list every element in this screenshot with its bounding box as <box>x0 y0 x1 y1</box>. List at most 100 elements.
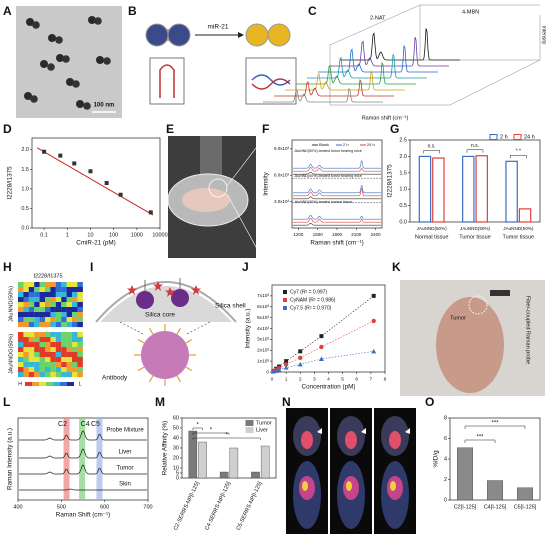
spectrum <box>318 45 438 73</box>
heatmap-cell <box>72 297 78 303</box>
heatmap-cell <box>55 372 62 378</box>
data-point <box>298 355 303 361</box>
heatmap-cell <box>34 307 40 313</box>
antibody <box>185 338 193 344</box>
y-axis-label: Intensity <box>541 26 546 45</box>
heatmap-cell <box>39 287 46 293</box>
heatmap-cell <box>34 357 40 363</box>
y-axis-label: I2228/I1375 <box>387 164 394 198</box>
heatmap-cell <box>45 342 51 348</box>
duplex <box>251 74 291 86</box>
heatmap-cell <box>28 282 35 288</box>
mouse <box>182 188 230 212</box>
heatmap-cell <box>18 307 24 313</box>
trend-line <box>273 351 374 372</box>
heatmap-cell <box>34 347 40 353</box>
data-point <box>283 362 289 367</box>
peak-label: 4-MBN <box>462 9 479 15</box>
heatmap-cell <box>23 337 29 343</box>
spectrum <box>285 70 405 91</box>
plot-frame <box>31 137 161 229</box>
x-tick-label: 5 <box>341 376 344 382</box>
data-point <box>88 169 93 174</box>
annotation: *** <box>491 421 499 427</box>
heatmap-cell <box>55 287 62 293</box>
heatmap-cell <box>55 367 62 373</box>
y-tick-label: 1.5 <box>21 167 29 173</box>
data-point <box>371 293 376 298</box>
heatmap-cell <box>39 292 46 298</box>
heatmap-cell <box>34 362 40 368</box>
hairpin <box>159 64 175 98</box>
heatmap-cell <box>34 302 40 308</box>
y-tick-label: 5x10³ <box>257 315 269 321</box>
x-tick-label: 0.1 <box>40 232 48 238</box>
legend-label: Liver <box>256 427 268 433</box>
heatmap-cell <box>77 332 83 338</box>
panel-label: L <box>3 395 10 409</box>
legend-label: Cy7.5 (R² = 0.970) <box>290 305 332 311</box>
spectrum <box>340 28 460 61</box>
heatmap-cell <box>61 362 67 368</box>
annotation: * * <box>516 149 521 155</box>
x-axis-label: Raman shift (cm⁻¹) <box>362 115 409 121</box>
x-axis-label: Raman shift (cm⁻¹) <box>310 240 363 247</box>
nanoparticle <box>40 60 48 68</box>
heatmap-cell <box>18 337 24 343</box>
bracket <box>192 437 261 440</box>
heatmap-cell <box>72 342 78 348</box>
heatmap-cell <box>18 282 24 288</box>
heatmap-cell <box>18 332 24 338</box>
spectrum <box>296 61 416 85</box>
heatmap-cell <box>18 317 24 323</box>
y-tick-label: 0.5 <box>21 206 29 212</box>
heatmap-cell <box>50 372 56 378</box>
heatmap-cell <box>61 347 67 353</box>
heatmap-cell <box>34 312 40 318</box>
heatmap-cell <box>45 362 51 368</box>
nanoparticle <box>171 289 189 307</box>
data-point <box>318 356 324 361</box>
heatmap-cell <box>50 337 56 343</box>
heatmap-cell <box>77 292 83 298</box>
x-tick-label: 3 <box>313 376 316 382</box>
heatmap-cell <box>61 307 67 313</box>
dye-star <box>127 285 137 295</box>
heatmap-cell <box>61 317 67 323</box>
heatmap-cell <box>72 367 78 373</box>
spectrum <box>19 488 147 491</box>
heatmap-cell <box>34 297 40 303</box>
bar <box>518 208 532 223</box>
bracket <box>423 150 440 154</box>
x-tick-label: 500 <box>57 504 66 510</box>
y-tick-label: 3.0x10³ <box>274 199 290 204</box>
hot-spot <box>302 481 308 491</box>
heatmap-cell <box>39 297 46 303</box>
heatmap-cell <box>72 307 78 313</box>
subplot-title: JAuNND(50%)-treated tumor bearing mice <box>294 174 362 178</box>
hot-spot <box>389 431 401 449</box>
spectrum <box>293 184 381 194</box>
y-tick-label: 0 <box>266 369 269 375</box>
nanoparticle <box>30 95 38 103</box>
colorbar <box>46 382 53 386</box>
heatmap-cell <box>45 347 51 353</box>
heatmap-cell <box>39 312 46 318</box>
heatmap-cell <box>66 347 73 353</box>
plot-frame <box>409 139 541 223</box>
heatmap-cell <box>39 332 46 338</box>
x-tick-label: C4-SERRS-NP[I-125] <box>204 481 232 532</box>
nanoparticle <box>24 92 32 100</box>
nanoparticle <box>26 18 34 26</box>
colorbar <box>53 382 60 386</box>
band <box>96 418 103 500</box>
legend-swatch <box>283 298 287 302</box>
panel-label: D <box>3 122 12 136</box>
heatmap-cell <box>72 332 78 338</box>
heatmap-cell <box>72 357 78 363</box>
y-tick-label: 4 <box>444 456 447 462</box>
legend-label: CyNAM (R² = 0.986) <box>290 297 336 303</box>
data-point <box>298 349 303 354</box>
annotation: * <box>225 433 228 439</box>
group-label: Tumor tissue <box>503 234 535 240</box>
